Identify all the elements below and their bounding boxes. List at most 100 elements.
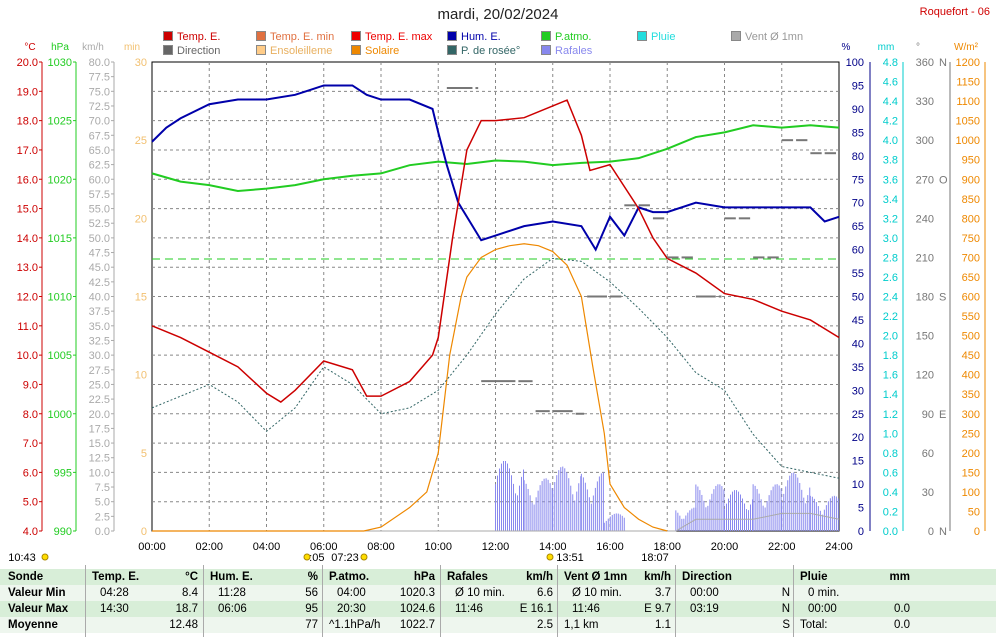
wind-axis-tick: 35.0 xyxy=(89,321,110,333)
column-separator xyxy=(85,565,86,637)
sun-time-label: 07:23 xyxy=(331,552,359,564)
table-row-band xyxy=(0,601,996,617)
legend-label: P.atmo. xyxy=(555,31,592,43)
group-header: P.atmo. xyxy=(329,571,370,583)
wind-axis-tick: 17.5 xyxy=(89,423,110,435)
station-name[interactable]: Roquefort - 06 xyxy=(919,6,990,18)
temp-axis-tick: 15.0 xyxy=(17,204,38,216)
solar-axis-tick: 700 xyxy=(962,252,980,264)
direction-axis-compass: O xyxy=(939,174,948,186)
direction-axis-tick: 360 xyxy=(916,57,934,69)
legend-swatch xyxy=(256,45,266,55)
temp-axis-tick: 10.0 xyxy=(17,350,38,362)
solar-axis-tick: 1150 xyxy=(956,77,980,89)
pressure-axis-tick: 1030 xyxy=(48,57,72,69)
temp-axis-tick: 4.0 xyxy=(23,526,38,538)
wind-axis-tick: 5.0 xyxy=(95,497,110,509)
legend-label: Ensoleilleme xyxy=(270,45,333,57)
pressure-axis-tick: 1000 xyxy=(48,409,72,421)
humidity-axis-tick: 70 xyxy=(852,198,864,210)
temp-axis-tick: 18.0 xyxy=(17,116,38,128)
direction-axis-tick: 0 xyxy=(928,526,934,538)
legend-item: Vent Ø 1mn xyxy=(731,31,803,43)
wind-axis-tick: 55.0 xyxy=(89,204,110,216)
solar-axis-tick: 600 xyxy=(962,292,980,304)
wind-axis-tick: 67.5 xyxy=(89,130,110,142)
row-label: Sonde xyxy=(8,571,44,583)
column-separator xyxy=(793,565,794,637)
legend-label: Hum. E. xyxy=(461,31,501,43)
group-header: Hum. E. xyxy=(210,571,253,583)
column-separator xyxy=(557,565,558,637)
max-value: 18.7 xyxy=(175,603,198,615)
rain-axis-tick: 0.4 xyxy=(883,487,898,499)
legend-item: Pluie xyxy=(637,31,675,43)
direction-axis-tick: 60 xyxy=(922,448,934,460)
max-value: N xyxy=(781,603,790,615)
weather-chart: 00:00 02:00 04:00 06:00 08:00 10:00 12:00 14:00… xyxy=(8,42,986,564)
humidity-axis-tick: 100 xyxy=(846,57,864,69)
sun-marker xyxy=(360,553,368,561)
minutes-tick: 25 xyxy=(135,135,147,147)
temp-axis-tick: 17.0 xyxy=(17,145,38,157)
sun-marker xyxy=(546,553,554,561)
temp-axis-tick: 16.0 xyxy=(17,174,38,186)
humidity-axis-tick: 60 xyxy=(852,245,864,257)
solar-axis-tick: 100 xyxy=(962,487,980,499)
pressure-axis-tick: 995 xyxy=(54,467,72,479)
wind-axis-tick: 62.5 xyxy=(89,160,110,172)
direction-axis-compass: S xyxy=(939,292,946,304)
rain-axis-tick: 3.8 xyxy=(883,155,898,167)
rain-axis-tick: 3.4 xyxy=(883,194,898,206)
group-unit: mm xyxy=(889,571,910,583)
group-header: Pluie xyxy=(800,571,828,583)
wind-axis-tick: 77.5 xyxy=(89,72,110,84)
humidity-axis-tick: 15 xyxy=(852,456,864,468)
legend-swatch xyxy=(163,45,173,55)
x-tick-label: 20:00 xyxy=(711,541,739,553)
solar-axis-tick: 150 xyxy=(962,467,980,479)
wind-axis-tick: 80.0 xyxy=(89,57,110,69)
sun-time-label: 18:07 xyxy=(641,552,669,564)
legend-item: P. de rosée° xyxy=(447,45,520,57)
wind-axis-tick: 52.5 xyxy=(89,218,110,230)
rain-axis-tick: 2.6 xyxy=(883,272,898,284)
humidity-axis-tick: 45 xyxy=(852,315,864,327)
wind-axis-tick: 7.5 xyxy=(95,482,110,494)
rain-axis-tick: 1.4 xyxy=(883,389,898,401)
group-header: Rafales xyxy=(447,571,488,583)
column-separator xyxy=(322,565,323,637)
max-value: 1024.6 xyxy=(399,603,435,615)
max-time: 11:46 xyxy=(572,603,600,615)
wind-axis-tick: 32.5 xyxy=(89,335,110,347)
wind-axis-tick: 70.0 xyxy=(89,116,110,128)
rain-axis-tick: 2.0 xyxy=(883,331,898,343)
dewpoint-line xyxy=(151,257,840,479)
legend-label: Temp. E. xyxy=(177,31,221,43)
max-time: 00:00 xyxy=(808,603,837,615)
solar-axis-tick: 650 xyxy=(962,272,980,284)
solar-axis-tick: 900 xyxy=(962,174,980,186)
axis-unit-header: mm xyxy=(878,42,895,53)
solar-axis-tick: 950 xyxy=(962,155,980,167)
humidity-axis-tick: 95 xyxy=(852,80,864,92)
axis-unit-header: km/h xyxy=(82,42,104,53)
rain-axis-tick: 1.0 xyxy=(883,428,898,440)
wind-axis-tick: 40.0 xyxy=(89,292,110,304)
avg-value: 2.5 xyxy=(537,619,553,631)
wind-axis-tick: 30.0 xyxy=(89,350,110,362)
rain-axis-tick: 2.4 xyxy=(883,292,898,304)
legend-label: Direction xyxy=(177,45,221,57)
temp-axis-tick: 7.0 xyxy=(23,438,38,450)
legend-swatch xyxy=(541,45,551,55)
axis-unit-header: hPa xyxy=(51,42,69,53)
max-value: 95 xyxy=(305,603,318,615)
humidity-axis-tick: 65 xyxy=(852,221,864,233)
solar-axis-tick: 850 xyxy=(962,194,980,206)
pressure-axis-tick: 1015 xyxy=(48,233,72,245)
legend-item: Rafales xyxy=(541,45,592,57)
direction-axis-compass: N xyxy=(939,57,947,69)
min-value: N xyxy=(781,587,790,599)
temp-axis-tick: 6.0 xyxy=(23,467,38,479)
legend-label: P. de rosée° xyxy=(461,45,521,57)
